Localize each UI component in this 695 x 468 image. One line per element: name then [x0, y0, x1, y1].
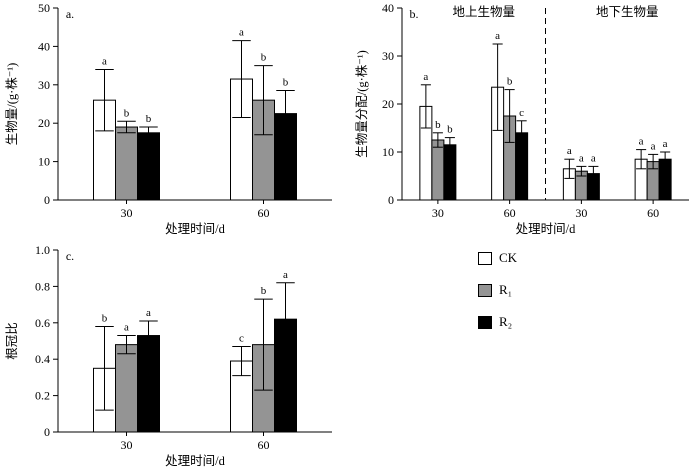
- y-tick-label: 0: [44, 425, 50, 439]
- significance-letter: b: [102, 312, 108, 324]
- chart-panel-c: 0 0.2 0.4 0.6 0.8 1.0 30 60 b c a b a a c. 处理时间/d 根冠比: [5, 243, 332, 468]
- significance-letter: a: [423, 71, 428, 83]
- legend-label-ck: CK: [499, 250, 518, 265]
- legend-swatch-r2: [478, 315, 492, 329]
- y-axis-title: 生物量/(g·株⁻¹): [4, 63, 19, 146]
- x-category-label: 60: [258, 438, 270, 452]
- x-category-label: 60: [258, 206, 270, 220]
- significance-letter: a: [102, 55, 107, 67]
- y-tick-label: 20: [382, 97, 394, 111]
- x-axis-title: 处理时间/d: [516, 222, 576, 236]
- legend: CK R₁ R₂: [478, 248, 517, 344]
- y-tick-label: 1.0: [35, 243, 50, 257]
- y-tick-label: 30: [382, 49, 394, 63]
- chart-panel-a: 0 10 20 30 40 50 30 60 a a b b b b a. 处理时间/d 生物量/(g·株⁻¹): [4, 1, 332, 236]
- significance-letter: a: [591, 152, 596, 164]
- bar-R₂-30: [137, 132, 160, 201]
- bar-R₁-30: [115, 126, 138, 201]
- significance-letter: b: [261, 285, 267, 297]
- significance-letter: c: [519, 107, 524, 119]
- y-tick-label: 0: [388, 193, 394, 207]
- significance-letter: a: [663, 138, 668, 150]
- y-axis-title: 根冠比: [5, 322, 19, 360]
- legend-label-r2: R₂: [499, 314, 513, 329]
- x-category-label: 30: [432, 206, 444, 220]
- significance-letter: a: [239, 27, 244, 39]
- y-tick-label: 20: [38, 116, 50, 130]
- section-label-aboveground: 地上生物量: [452, 5, 515, 19]
- significance-letter: a: [124, 322, 129, 334]
- y-axis-title: 生物量分配/(g·株⁻¹): [354, 50, 369, 158]
- panel-label: a.: [66, 7, 74, 21]
- y-tick-label: 10: [38, 155, 50, 169]
- x-axis-title: 处理时间/d: [165, 454, 225, 468]
- significance-letter: b: [447, 124, 453, 136]
- significance-letter: b: [435, 119, 441, 131]
- y-tick-label: 0.8: [35, 279, 50, 293]
- legend-swatch-ck: [478, 251, 492, 265]
- x-category-label: 30: [121, 206, 133, 220]
- legend-item-r1: R₁: [478, 280, 517, 300]
- x-category-label: 30: [575, 206, 587, 220]
- significance-letter: a: [579, 152, 584, 164]
- y-tick-label: 0.6: [35, 316, 50, 330]
- significance-letter: b: [507, 76, 513, 88]
- significance-letter: b: [283, 77, 289, 89]
- y-tick-label: 10: [382, 145, 394, 159]
- legend-item-ck: CK: [478, 248, 517, 268]
- x-category-label: 60: [647, 206, 659, 220]
- x-category-label: 30: [121, 438, 133, 452]
- significance-letter: a: [146, 307, 151, 319]
- panel-label: c.: [66, 249, 74, 263]
- significance-letter: b: [261, 52, 267, 64]
- y-tick-label: 40: [382, 1, 394, 15]
- legend-item-r2: R₂: [478, 312, 517, 332]
- significance-letter: a: [495, 30, 500, 42]
- y-tick-label: 0.2: [35, 389, 50, 403]
- bar-R₂-30: [443, 144, 457, 201]
- y-tick-label: 0.4: [35, 352, 50, 366]
- significance-letter: a: [567, 145, 572, 157]
- y-tick-label: 40: [38, 39, 50, 53]
- section-label-belowground: 地下生物量: [596, 5, 659, 19]
- legend-swatch-r1: [478, 283, 492, 297]
- legend-label-r1: R₁: [499, 282, 513, 297]
- significance-letter: c: [239, 332, 244, 344]
- y-tick-label: 0: [44, 193, 50, 207]
- significance-letter: b: [124, 107, 130, 119]
- x-category-label: 60: [504, 206, 516, 220]
- significance-letter: a: [639, 136, 644, 148]
- bar-R₁-30: [115, 344, 138, 433]
- significance-letter: b: [146, 113, 152, 125]
- bar-R₁-30: [431, 139, 445, 201]
- y-tick-label: 30: [38, 78, 50, 92]
- x-axis-title: 处理时间/d: [165, 222, 225, 236]
- significance-letter: a: [651, 140, 656, 152]
- significance-letter: a: [283, 269, 288, 281]
- panel-label: b.: [410, 7, 419, 21]
- y-tick-label: 50: [38, 1, 50, 15]
